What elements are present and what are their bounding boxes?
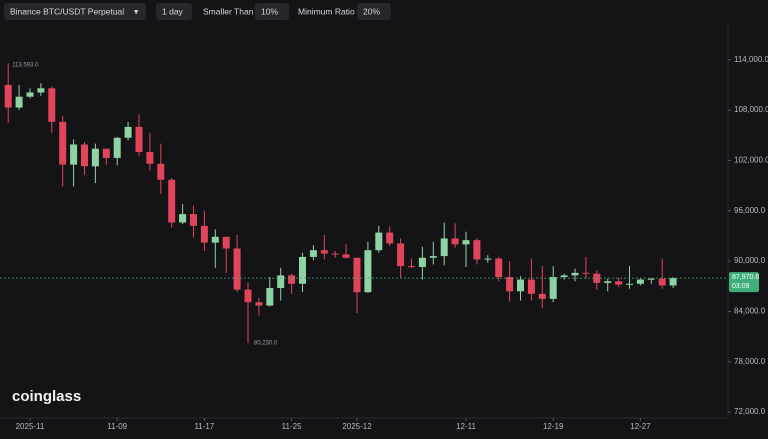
candle-body — [331, 253, 339, 255]
candle-body — [582, 272, 590, 274]
y-tick-label: 84,000.0 — [734, 307, 766, 316]
y-tick-label: 96,000.0 — [734, 206, 766, 215]
candle-body — [527, 279, 535, 294]
candle-body — [157, 163, 165, 180]
candle-body — [200, 225, 208, 243]
candle-body — [135, 126, 143, 153]
candle-body — [636, 279, 644, 284]
symbol: Binance BTC/USDT Perpetual — [10, 6, 124, 16]
candle-body — [320, 250, 328, 254]
candle-body — [4, 84, 12, 108]
filter-value: 10% — [261, 6, 278, 16]
interval: 1 day — [162, 6, 184, 16]
last-price-label: 87,970.6 — [732, 274, 759, 281]
candle-body — [190, 214, 197, 226]
candle-body — [538, 293, 546, 299]
candle-body — [462, 240, 470, 245]
x-tick-label: 2025-12 — [342, 422, 372, 431]
candle-body — [48, 88, 56, 122]
candle-body — [37, 88, 45, 93]
candle-body — [397, 243, 405, 267]
candle-body — [669, 278, 677, 286]
x-tick-label: 11-25 — [282, 422, 302, 431]
high-label: 113,593.0 — [12, 63, 39, 69]
x-tick-label: 12-11 — [456, 422, 476, 431]
x-tick-label: 2025-11 — [16, 422, 45, 431]
candle-body — [277, 275, 285, 288]
y-tick-label: 108,000.0 — [734, 105, 768, 114]
candle-body — [168, 179, 176, 223]
candle-body — [59, 121, 67, 165]
candle-body — [266, 287, 274, 306]
candle-body — [473, 240, 481, 260]
candle-body — [626, 283, 633, 285]
y-tick-label: 72,000.0 — [734, 407, 766, 416]
candle-body — [102, 148, 110, 158]
candle-body — [571, 272, 579, 276]
candle-body — [309, 250, 317, 257]
ratio-select[interactable] — [357, 3, 391, 20]
toolbar: Binance BTC/USDT Perpetual ▾ 1 day Small… — [4, 3, 391, 20]
candle-body — [342, 254, 350, 258]
candle-body — [113, 137, 121, 158]
candle-body — [517, 279, 524, 292]
y-tick-label: 114,000.0 — [734, 55, 768, 64]
candle-body — [429, 256, 437, 258]
candle-body — [375, 232, 383, 251]
candle-body — [549, 277, 557, 299]
candle-body — [495, 258, 503, 278]
candle-body — [353, 257, 361, 293]
candle-body — [451, 238, 459, 245]
low-label: 80,230.0 — [254, 341, 278, 347]
candle-body — [211, 236, 219, 243]
caret: ▾ — [134, 6, 139, 16]
symbol-select[interactable] — [4, 3, 146, 20]
candle-body — [26, 92, 34, 97]
candle-body — [81, 144, 88, 167]
filter-label: Smaller Than — [203, 6, 254, 16]
candle-body — [408, 266, 415, 268]
candle-body — [440, 238, 448, 257]
y-tick-label: 78,000.0 — [734, 357, 766, 366]
candle-body — [146, 152, 154, 164]
candle-body — [386, 232, 394, 244]
x-tick-label: 12-19 — [543, 422, 564, 431]
countdown: 03:09 — [732, 283, 750, 290]
ratio-value: 20% — [363, 6, 380, 16]
candle-body — [91, 148, 99, 167]
x-tick-label: 11-09 — [107, 422, 127, 431]
x-tick-label: 12-27 — [630, 422, 651, 431]
candle-body — [244, 289, 252, 303]
candle-body — [658, 278, 666, 286]
y-tick-label: 90,000.0 — [734, 256, 766, 265]
candle-body — [233, 248, 241, 290]
last-price-tag — [729, 272, 759, 293]
candle-body — [15, 96, 23, 108]
candle-body — [255, 302, 263, 306]
brand: coinglass — [12, 388, 81, 405]
candle-body — [615, 281, 623, 285]
candle-body — [364, 250, 372, 293]
candle-body — [418, 257, 426, 267]
x-tick-label: 11-17 — [194, 422, 214, 431]
candle-body — [506, 277, 514, 292]
candle-body — [647, 278, 655, 280]
ratio-label: Minimum Ratio — [298, 6, 355, 16]
candle-body — [299, 256, 306, 284]
candle-body — [560, 275, 568, 278]
candle-body — [179, 214, 187, 223]
interval-select[interactable] — [156, 3, 192, 20]
candle-body — [288, 275, 296, 284]
candle-body — [124, 126, 132, 138]
candle-body — [70, 144, 78, 165]
candle-body — [222, 236, 230, 249]
y-tick-label: 102,000.0 — [734, 156, 768, 165]
candle-body — [604, 281, 612, 283]
candle-body — [484, 258, 492, 260]
filter-select[interactable] — [255, 3, 289, 20]
